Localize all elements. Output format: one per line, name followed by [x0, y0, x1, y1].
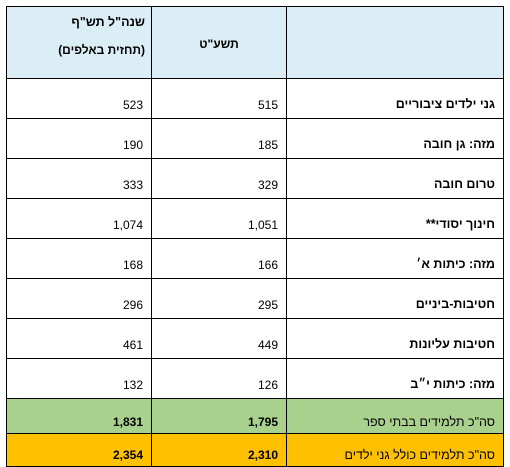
- row-label-cell: חטיבות-ביניים: [286, 278, 504, 319]
- header-forecast-year-title: שנה"ל תש"ף: [71, 15, 145, 29]
- header-current-year: תשע"ט: [151, 6, 287, 79]
- forecast-value-cell: 523: [6, 78, 152, 119]
- current-value-cell: 126: [151, 358, 287, 399]
- row-label-cell: חינוך יסודי**: [286, 198, 504, 239]
- row-label-cell: מזה: כיתות א׳: [286, 238, 504, 279]
- forecast-value-cell: 333: [6, 158, 152, 199]
- forecast-value-cell: 132: [6, 358, 152, 399]
- header-forecast-note: (תחזית באלפים): [58, 43, 145, 57]
- forecast-value-cell: 296: [6, 278, 152, 319]
- current-value-cell: 329: [151, 158, 287, 199]
- total-all-forecast: 2,354: [6, 433, 152, 467]
- header-label-column: [286, 6, 504, 79]
- student-statistics-table: שנה"ל תש"ף (תחזית באלפים) תשע"ט 523 515 …: [6, 6, 504, 467]
- total-school-forecast: 1,831: [6, 398, 152, 434]
- total-school-row: 1,831 1,795 סה"כ תלמידים בבתי ספר: [6, 398, 504, 434]
- table-row: 168 166 מזה: כיתות א׳: [6, 238, 504, 279]
- current-value-cell: 449: [151, 318, 287, 359]
- row-label-cell: מזה: כיתות י״ב: [286, 358, 504, 399]
- table-row: 333 329 טרום חובה: [6, 158, 504, 199]
- current-value-cell: 1,051: [151, 198, 287, 239]
- table-row: 132 126 מזה: כיתות י״ב: [6, 358, 504, 399]
- table-header-row: שנה"ל תש"ף (תחזית באלפים) תשע"ט: [6, 6, 504, 79]
- current-value-cell: 185: [151, 118, 287, 159]
- forecast-value-cell: 168: [6, 238, 152, 279]
- row-label-cell: גני ילדים ציבוריים: [286, 78, 504, 119]
- table-row: 190 185 מזה: גן חובה: [6, 118, 504, 159]
- row-label-cell: טרום חובה: [286, 158, 504, 199]
- total-all-label: סה"כ תלמידים כולל גני ילדים: [286, 433, 504, 467]
- total-school-current: 1,795: [151, 398, 287, 434]
- current-value-cell: 166: [151, 238, 287, 279]
- forecast-value-cell: 461: [6, 318, 152, 359]
- table-row: 461 449 חטיבות עליונות: [6, 318, 504, 359]
- forecast-value-cell: 1,074: [6, 198, 152, 239]
- table-row: 1,074 1,051 חינוך יסודי**: [6, 198, 504, 239]
- row-label-cell: חטיבות עליונות: [286, 318, 504, 359]
- forecast-value-cell: 190: [6, 118, 152, 159]
- total-all-row: 2,354 2,310 סה"כ תלמידים כולל גני ילדים: [6, 433, 504, 467]
- total-school-label: סה"כ תלמידים בבתי ספר: [286, 398, 504, 434]
- table-row: 296 295 חטיבות-ביניים: [6, 278, 504, 319]
- total-all-current: 2,310: [151, 433, 287, 467]
- table-row: 523 515 גני ילדים ציבוריים: [6, 78, 504, 119]
- current-value-cell: 295: [151, 278, 287, 319]
- header-forecast-year: שנה"ל תש"ף (תחזית באלפים): [6, 6, 152, 79]
- current-value-cell: 515: [151, 78, 287, 119]
- row-label-cell: מזה: גן חובה: [286, 118, 504, 159]
